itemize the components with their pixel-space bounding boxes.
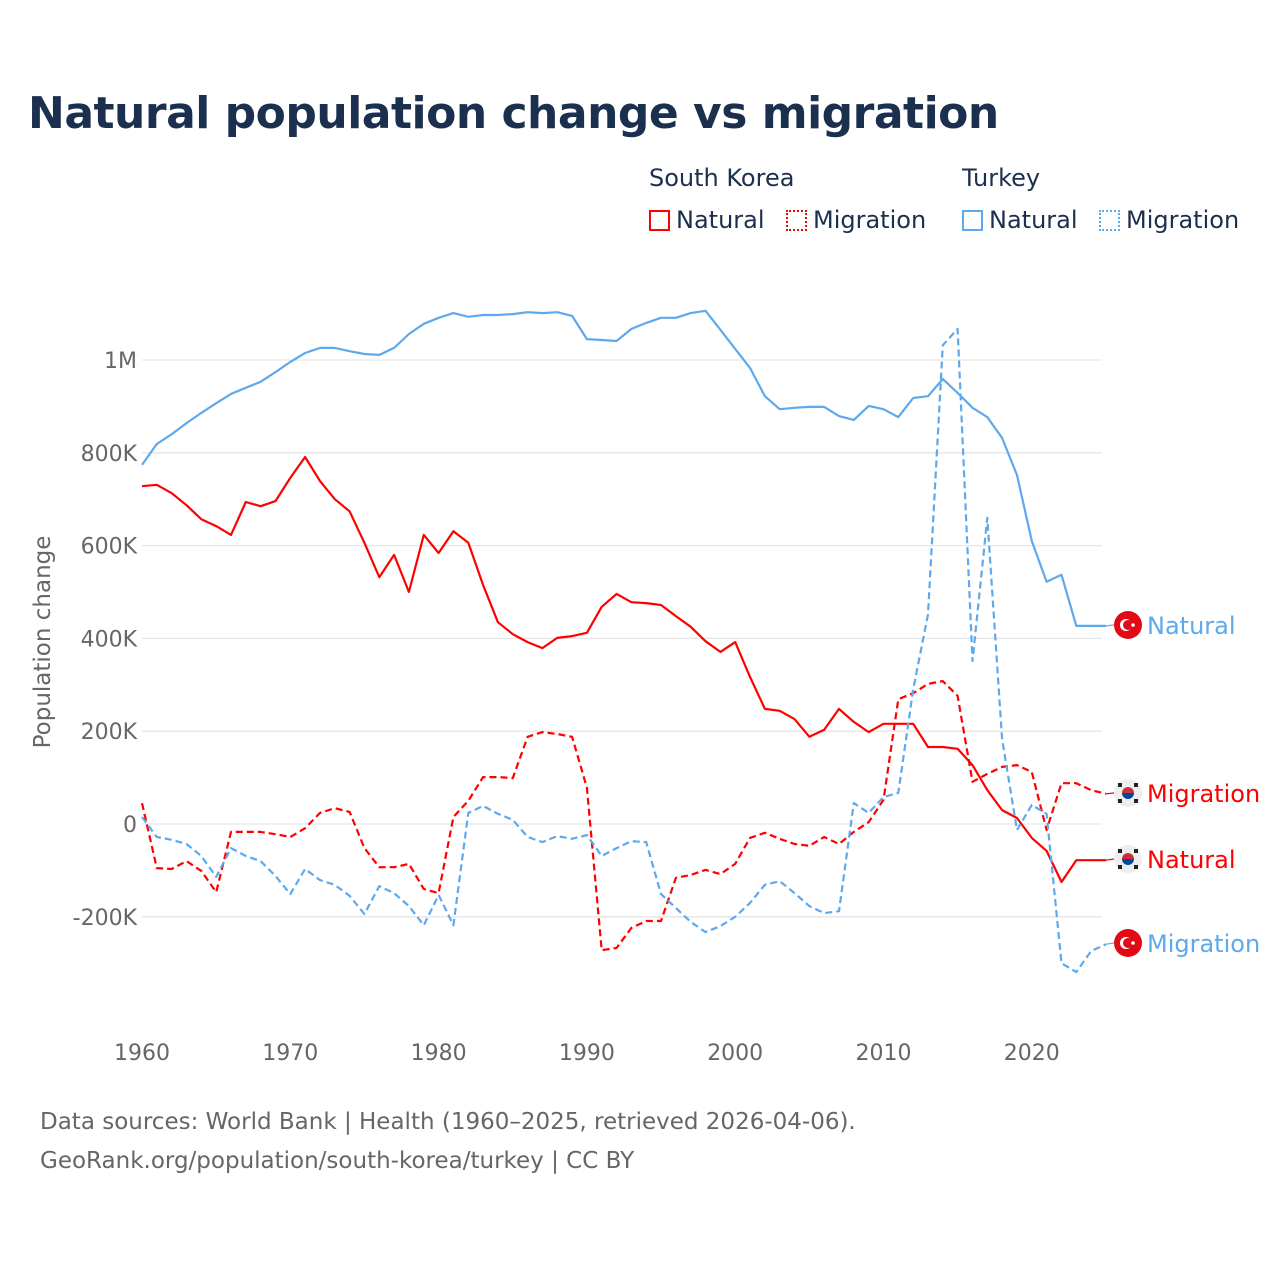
end-label-connector: [1105, 792, 1115, 795]
legend-label: Migration: [1126, 206, 1240, 234]
turkey-flag-crescent-cut: [1123, 938, 1133, 948]
end-label-south-korea-natural: Natural: [1147, 846, 1236, 874]
turkey-flag-star: [1131, 623, 1135, 627]
south-korea-flag-taegeuk-red: [1122, 853, 1134, 859]
legend-group-turkey: Turkey: [962, 164, 1041, 192]
south-korea-flag-trigram: [1134, 865, 1138, 869]
turkey-flag-crescent-cut: [1123, 620, 1133, 630]
y-tick-label: 600K: [81, 535, 138, 560]
south-korea-flag-trigram: [1118, 799, 1122, 803]
series-line-south-korea-natural: [141, 455, 1106, 884]
legend-item-turkey-natural[interactable]: Natural: [962, 206, 1078, 234]
legend-swatch-solid-icon: [962, 209, 983, 231]
legend-item-south-korea-migration[interactable]: Migration: [786, 206, 926, 234]
x-tick-label: 1980: [411, 1041, 467, 1066]
end-label-turkey-migration: Migration: [1147, 930, 1260, 958]
x-tick-label: 1990: [559, 1041, 615, 1066]
south-korea-flag-trigram: [1118, 783, 1122, 787]
south-korea-flag-trigram: [1134, 783, 1138, 787]
south-korea-flag-trigram: [1134, 799, 1138, 803]
x-tick-label: 2010: [856, 1041, 912, 1066]
x-tick-label: 1970: [262, 1041, 318, 1066]
legend-label: Migration: [813, 206, 927, 234]
legend-label: Natural: [676, 206, 765, 234]
legend-item-south-korea-natural[interactable]: Natural: [649, 206, 765, 234]
end-label-turkey-natural: Natural: [1147, 612, 1236, 640]
south-korea-flag-taegeuk-red: [1122, 787, 1134, 793]
end-label-connector: [1105, 858, 1115, 861]
series-line-turkey-natural: [141, 309, 1106, 628]
y-tick-label: 800K: [81, 442, 138, 467]
x-tick-label: 2020: [1004, 1041, 1060, 1066]
legend-swatch-dotted-icon: [1099, 209, 1120, 231]
end-label-connector: [1105, 624, 1115, 627]
series-line-south-korea-migration: [140, 679, 1107, 952]
footer-link[interactable]: GeoRank.org/population/south-korea/turke…: [40, 1148, 635, 1174]
legend-group-south-korea: South Korea: [649, 164, 795, 192]
legend-item-turkey-migration[interactable]: Migration: [1099, 206, 1239, 234]
x-tick-label: 1960: [114, 1041, 170, 1066]
footer-sources: Data sources: World Bank | Health (1960–…: [40, 1109, 856, 1135]
south-korea-flag-trigram: [1118, 865, 1122, 869]
end-label-connector: [1105, 942, 1115, 945]
south-korea-flag-trigram: [1134, 849, 1138, 853]
south-korea-flag-trigram: [1118, 849, 1122, 853]
turkey-flag-star: [1131, 941, 1135, 945]
y-axis-label: Population change: [30, 536, 56, 749]
end-label-south-korea-migration: Migration: [1147, 780, 1260, 808]
south-korea-flag-taegeuk-blue: [1122, 793, 1134, 799]
y-tick-label: 200K: [81, 720, 138, 745]
legend-swatch-dotted-icon: [786, 209, 807, 231]
y-tick-label: 400K: [81, 627, 138, 652]
y-tick-label: 0: [123, 813, 137, 838]
legend-label: Natural: [989, 206, 1078, 234]
y-tick-label: 1M: [104, 349, 137, 374]
chart-title: Natural population change vs migration: [28, 88, 999, 139]
legend-swatch-solid-icon: [649, 209, 670, 231]
series-line-turkey-migration: [141, 327, 1107, 974]
y-tick-label: -200K: [73, 906, 138, 931]
south-korea-flag-taegeuk-blue: [1122, 859, 1134, 865]
x-tick-label: 2000: [707, 1041, 763, 1066]
